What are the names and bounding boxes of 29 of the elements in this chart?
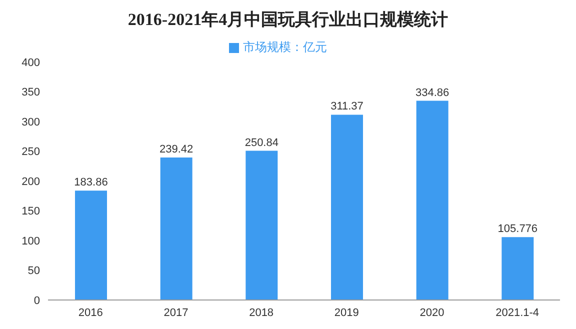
legend-label: 市场规模：亿元 (243, 40, 327, 54)
bar (331, 114, 363, 300)
y-tick-label: 150 (22, 206, 40, 218)
y-tick-label: 350 (22, 86, 40, 99)
data-label: 334.86 (416, 86, 450, 99)
x-tick-label: 2020 (420, 306, 444, 319)
y-tick-label: 100 (22, 235, 40, 248)
data-label: 250.84 (244, 136, 278, 149)
y-tick-label: 200 (22, 176, 40, 188)
x-tick-label: 2019 (334, 306, 359, 319)
y-tick-label: 0 (34, 294, 40, 307)
y-tick-label: 400 (22, 56, 40, 69)
bar (160, 158, 192, 300)
bar (75, 190, 107, 300)
chart-title: 2016-2021年4月中国玩具行业出口规模统计 (126, 9, 450, 31)
data-label: 105.776 (498, 223, 538, 236)
y-tick-label: 250 (22, 146, 40, 158)
x-tick-label: 2017 (164, 306, 188, 319)
y-tick-label: 50 (28, 265, 40, 278)
bar (246, 150, 278, 300)
y-tick-label: 300 (22, 116, 40, 128)
x-tick-label: 2016 (78, 306, 103, 319)
x-tick-label: 2021.1-4 (496, 306, 540, 319)
x-tick-label: 2018 (249, 306, 274, 319)
bar (416, 100, 448, 300)
data-label: 311.37 (330, 100, 364, 113)
data-label: 239.42 (160, 144, 194, 156)
bar (502, 237, 534, 300)
data-label: 183.86 (74, 176, 108, 189)
